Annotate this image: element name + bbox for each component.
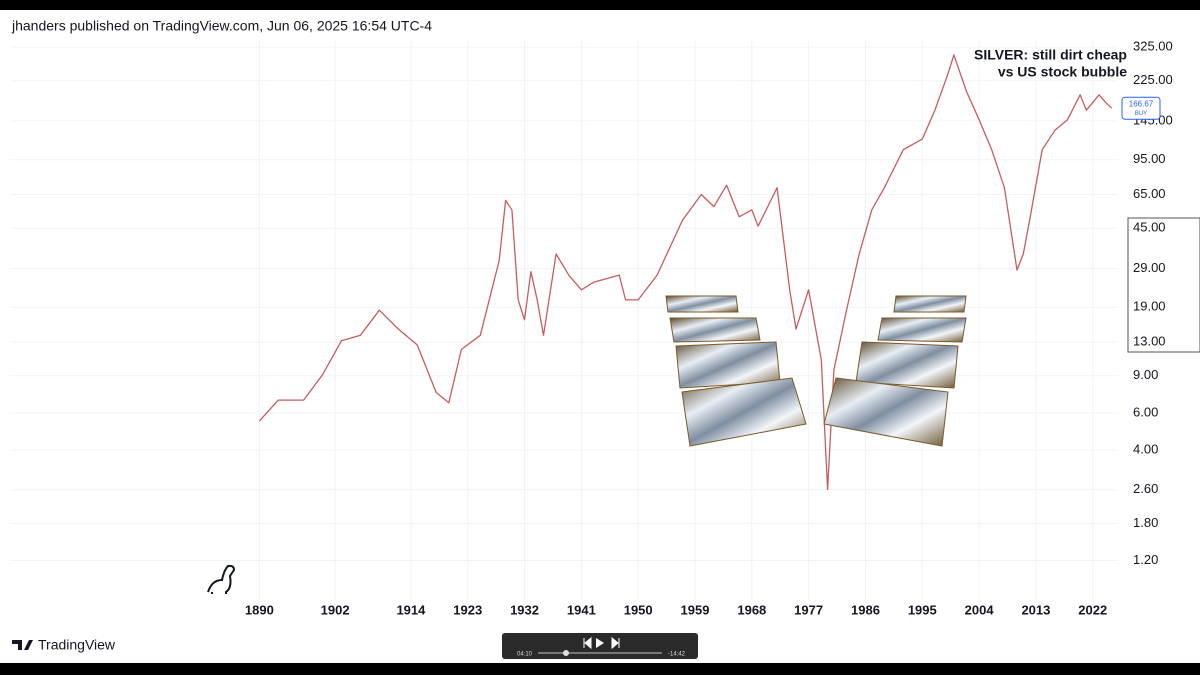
- y-tick-label: 1.20: [1133, 552, 1158, 567]
- y-tick-label: 9.00: [1133, 367, 1158, 382]
- elapsed-time: 04:10: [517, 652, 533, 658]
- y-tick-label: 95.00: [1133, 151, 1166, 166]
- x-tick-label: 2004: [965, 602, 995, 617]
- price-tag-box: [1121, 96, 1161, 120]
- plot: 1890 1902 1914 1923 1932 1941 1950 1959 1968 1977…: [10, 38, 1173, 617]
- y-tick-label: 225.00: [1133, 72, 1173, 87]
- y-tick-label: 325.00: [1133, 38, 1173, 53]
- x-tick-label: 2013: [1021, 602, 1050, 617]
- y-tick-label: 13.00: [1133, 334, 1166, 349]
- y-tick-label: 65.00: [1133, 186, 1166, 201]
- price-tag-value: 166.67: [1129, 99, 1154, 108]
- y-tick-label: 29.00: [1133, 260, 1166, 275]
- x-tick-label: 1932: [510, 602, 539, 617]
- dino-icon: [207, 564, 236, 594]
- overlay-outline: [1127, 217, 1200, 353]
- x-tick-label: 1890: [245, 602, 274, 617]
- header-text: jhanders published on TradingView.com, J…: [11, 18, 432, 34]
- play-button[interactable]: [596, 638, 604, 648]
- x-tick-label: 1941: [567, 602, 596, 617]
- silver-bars: [665, 295, 967, 447]
- progress-knob[interactable]: [563, 650, 569, 656]
- x-tick-label: 1923: [453, 602, 482, 617]
- x-tick-label: 1995: [908, 602, 937, 617]
- series-line: [258, 54, 1113, 491]
- price-tag-label: BUY: [1135, 111, 1147, 117]
- y-tick-label: 6.00: [1133, 404, 1158, 419]
- annotation: SILVER: still dirt cheap: [974, 47, 1127, 63]
- x-tick-label: 1950: [624, 602, 653, 617]
- x-tick-label: 2022: [1078, 602, 1107, 617]
- y-tick-label: 2.60: [1133, 481, 1158, 496]
- remaining-time: -14:42: [668, 652, 686, 658]
- x-tick-label: 1902: [321, 602, 350, 617]
- y-tick-label: 19.00: [1133, 299, 1166, 314]
- x-tick-label: 1986: [851, 602, 880, 617]
- skip-buttons[interactable]: [583, 636, 620, 650]
- x-tick-label: 1959: [681, 602, 710, 617]
- top-bar: [0, 0, 1200, 10]
- logo-text: TradingView: [38, 637, 116, 653]
- y-tick-label: 45.00: [1133, 220, 1166, 235]
- tv-logo: [12, 640, 33, 650]
- x-tick-label: 1968: [737, 602, 766, 617]
- annotation: vs US stock bubble: [998, 64, 1127, 80]
- bottom-bar: [0, 663, 1200, 675]
- x-tick-label: 1914: [396, 602, 426, 617]
- y-tick-label: 1.80: [1133, 515, 1158, 530]
- x-tick-label: 1977: [794, 602, 823, 617]
- video-player[interactable]: 04:10 -14:42: [502, 633, 698, 659]
- y-tick-label: 4.00: [1133, 442, 1158, 457]
